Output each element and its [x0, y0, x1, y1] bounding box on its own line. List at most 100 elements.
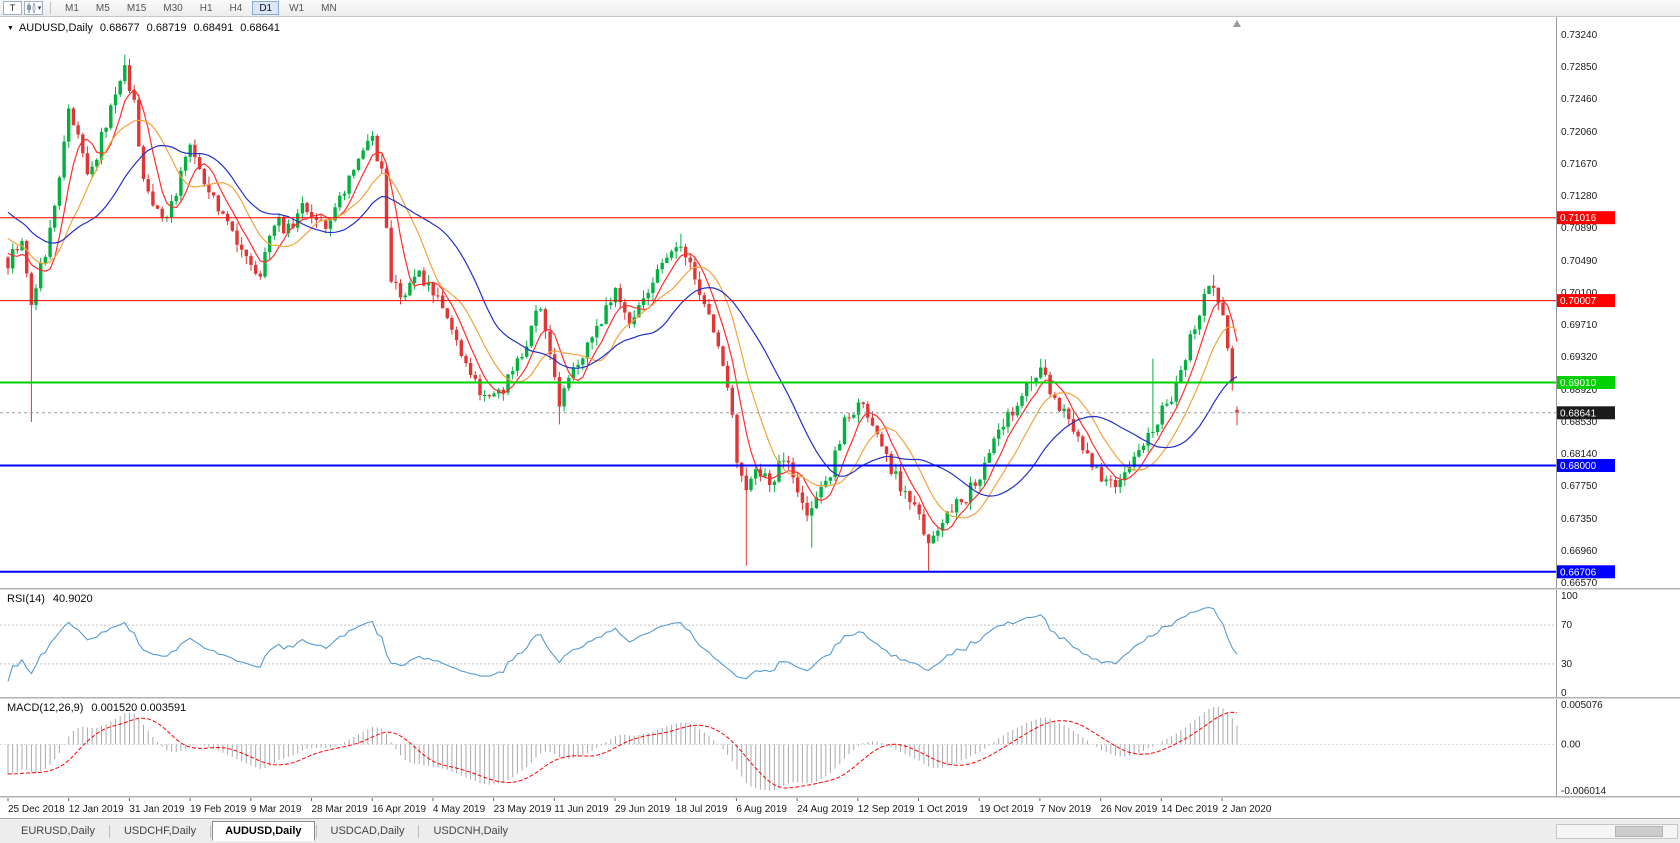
svg-text:29 Jun 2019: 29 Jun 2019 [615, 804, 670, 815]
chart-type-dropdown[interactable]: ▾ [24, 1, 43, 15]
toolbar-separator [50, 2, 51, 14]
svg-text:0.69010: 0.69010 [1560, 378, 1597, 389]
svg-text:0.72850: 0.72850 [1561, 62, 1598, 73]
svg-text:7 Nov 2019: 7 Nov 2019 [1040, 804, 1092, 815]
timeframe-h1[interactable]: H1 [199, 3, 213, 14]
tab-eurusd-daily[interactable]: EURUSD,Daily [21, 825, 95, 837]
chart-shift-marker[interactable] [1233, 20, 1241, 27]
price-chart-canvas[interactable]: 0.73240 0.72850 0.72460 0.72060 0.71670 0.712… [0, 17, 1680, 588]
svg-text:11 Jun 2019: 11 Jun 2019 [554, 804, 609, 815]
rsi-label: RSI(14) 40.9020 [7, 593, 93, 605]
svg-text:0.70890: 0.70890 [1561, 223, 1598, 234]
svg-text:16 Apr 2019: 16 Apr 2019 [372, 804, 426, 815]
svg-text:0.68000: 0.68000 [1560, 461, 1597, 472]
svg-text:100: 100 [1561, 591, 1578, 602]
price-chart-panel: 0.73240 0.72850 0.72460 0.72060 0.71670 0.712… [0, 17, 1680, 588]
tab-usdcnh-daily[interactable]: USDCNH,Daily [433, 825, 509, 837]
rsi-scale[interactable]: 100 70 30 0 [1561, 591, 1578, 697]
timeframe-m1[interactable]: M1 [65, 3, 79, 14]
timeframe-m15[interactable]: M15 [126, 3, 147, 14]
svg-text:0.005076: 0.005076 [1561, 700, 1603, 711]
svg-text:18 Jul 2019: 18 Jul 2019 [676, 804, 728, 815]
timeframe-m30[interactable]: M30 [163, 3, 183, 14]
tab-scrollbar-thumb[interactable] [1615, 826, 1663, 837]
horizontal-level-lines[interactable] [0, 217, 1556, 573]
macd-canvas[interactable]: 0.005076 0.00 -0.006014 [0, 699, 1680, 796]
price-scale[interactable]: 0.73240 0.72850 0.72460 0.72060 0.71670 0.712… [1561, 30, 1598, 588]
timeframe-toolbar: T ▾ M1 M5 M15 M30 H1 H4 D1 W1 MN [0, 0, 1680, 17]
svg-text:28 Mar 2019: 28 Mar 2019 [312, 804, 369, 815]
svg-text:0.68140: 0.68140 [1561, 449, 1598, 460]
svg-text:0.69320: 0.69320 [1561, 352, 1598, 363]
svg-text:0.66706: 0.66706 [1560, 567, 1597, 578]
svg-text:4 May 2019: 4 May 2019 [433, 804, 486, 815]
rsi-line [7, 606, 1238, 682]
timeframe-d1[interactable]: D1 [252, 1, 280, 15]
chart-tabs: EURUSD,Daily USDCHF,Daily AUDUSD,Daily USDC… [8, 821, 521, 841]
tab-divider [108, 824, 110, 838]
date-labels: 25 Dec 2018 12 Jan 2019 31 Jan 2019 19 Feb … [7, 798, 1272, 815]
svg-text:0.69710: 0.69710 [1561, 320, 1598, 331]
tab-usdcad-daily[interactable]: USDCAD,Daily [330, 825, 405, 837]
rsi-value: 40.9020 [52, 593, 93, 605]
svg-text:0.66960: 0.66960 [1561, 546, 1598, 557]
tab-usdchf-daily[interactable]: USDCHF,Daily [123, 825, 197, 837]
chart-title-ohlc: ▼ AUDUSD,Daily 0.68677 0.68719 0.68491 0… [7, 22, 280, 34]
svg-text:31 Jan 2019: 31 Jan 2019 [129, 804, 184, 815]
svg-text:-0.006014: -0.006014 [1561, 786, 1606, 796]
svg-text:9 Mar 2019: 9 Mar 2019 [251, 804, 302, 815]
macd-scale[interactable]: 0.005076 0.00 -0.006014 [1561, 700, 1606, 796]
svg-text:0: 0 [1561, 688, 1567, 697]
svg-text:0.71280: 0.71280 [1561, 191, 1598, 202]
svg-text:12 Sep 2019: 12 Sep 2019 [858, 804, 915, 815]
svg-text:70: 70 [1561, 620, 1573, 631]
svg-text:0.70490: 0.70490 [1561, 256, 1598, 267]
svg-text:19 Oct 2019: 19 Oct 2019 [979, 804, 1034, 815]
macd-values: 0.001520 0.003591 [91, 702, 187, 714]
svg-text:14 Dec 2019: 14 Dec 2019 [1161, 804, 1218, 815]
tab-divider [315, 824, 317, 838]
svg-text:0.72060: 0.72060 [1561, 127, 1598, 138]
svg-text:12 Jan 2019: 12 Jan 2019 [69, 804, 124, 815]
panel-splitter[interactable] [0, 697, 1680, 699]
timeframe-mn[interactable]: MN [321, 3, 337, 14]
svg-text:0.67750: 0.67750 [1561, 481, 1598, 492]
rsi-name: RSI(14) [7, 593, 45, 605]
macd-label: MACD(12,26,9) 0.001520 0.003591 [7, 702, 186, 714]
svg-text:23 May 2019: 23 May 2019 [494, 804, 552, 815]
macd-panel: 0.005076 0.00 -0.006014 MACD(12,26,9) 0.00… [0, 699, 1680, 796]
date-axis[interactable]: 25 Dec 2018 12 Jan 2019 31 Jan 2019 19 Feb … [0, 798, 1680, 818]
svg-text:0.73240: 0.73240 [1561, 30, 1598, 41]
panel-splitter[interactable] [0, 588, 1680, 590]
open-value: 0.68677 [99, 22, 140, 34]
date-axis-canvas: 25 Dec 2018 12 Jan 2019 31 Jan 2019 19 Feb … [7, 798, 1272, 815]
svg-text:0.71670: 0.71670 [1561, 159, 1598, 170]
svg-text:25 Dec 2018: 25 Dec 2018 [8, 804, 65, 815]
svg-text:0.00: 0.00 [1561, 739, 1581, 750]
level-price-tags: 0.71016 0.70007 0.69010 0.68000 0.66706 0.686… [1557, 211, 1615, 579]
chart-template-icon-label: T [9, 3, 16, 13]
timeframe-m5[interactable]: M5 [95, 3, 110, 14]
macd-signal-line [7, 711, 1238, 789]
timeframe-h4[interactable]: H4 [229, 3, 243, 14]
svg-text:0.68920: 0.68920 [1561, 385, 1598, 396]
svg-text:6 Aug 2019: 6 Aug 2019 [736, 804, 787, 815]
rsi-canvas[interactable]: 100 70 30 0 [0, 590, 1680, 697]
macd-name: MACD(12,26,9) [7, 702, 84, 714]
svg-text:0.70100: 0.70100 [1561, 288, 1598, 299]
svg-text:2 Jan 2020: 2 Jan 2020 [1222, 804, 1272, 815]
close-value: 0.68641 [240, 22, 280, 34]
panel-splitter [0, 796, 1680, 798]
collapse-chart-icon[interactable]: ▼ [7, 24, 14, 32]
chart-template-icon[interactable]: T [3, 1, 22, 15]
svg-text:26 Nov 2019: 26 Nov 2019 [1101, 804, 1158, 815]
rsi-panel: 100 70 30 0 RSI(14) 40.9020 [0, 590, 1680, 697]
macd-histogram [7, 706, 1238, 791]
tab-audusd-daily[interactable]: AUDUSD,Daily [212, 821, 315, 841]
svg-text:19 Feb 2019: 19 Feb 2019 [190, 804, 247, 815]
timeframe-w1[interactable]: W1 [289, 3, 305, 14]
svg-text:0.67350: 0.67350 [1561, 514, 1598, 525]
tab-scrollbar[interactable] [1556, 824, 1678, 839]
symbol-timeframe-label: AUDUSD,Daily [18, 22, 93, 34]
